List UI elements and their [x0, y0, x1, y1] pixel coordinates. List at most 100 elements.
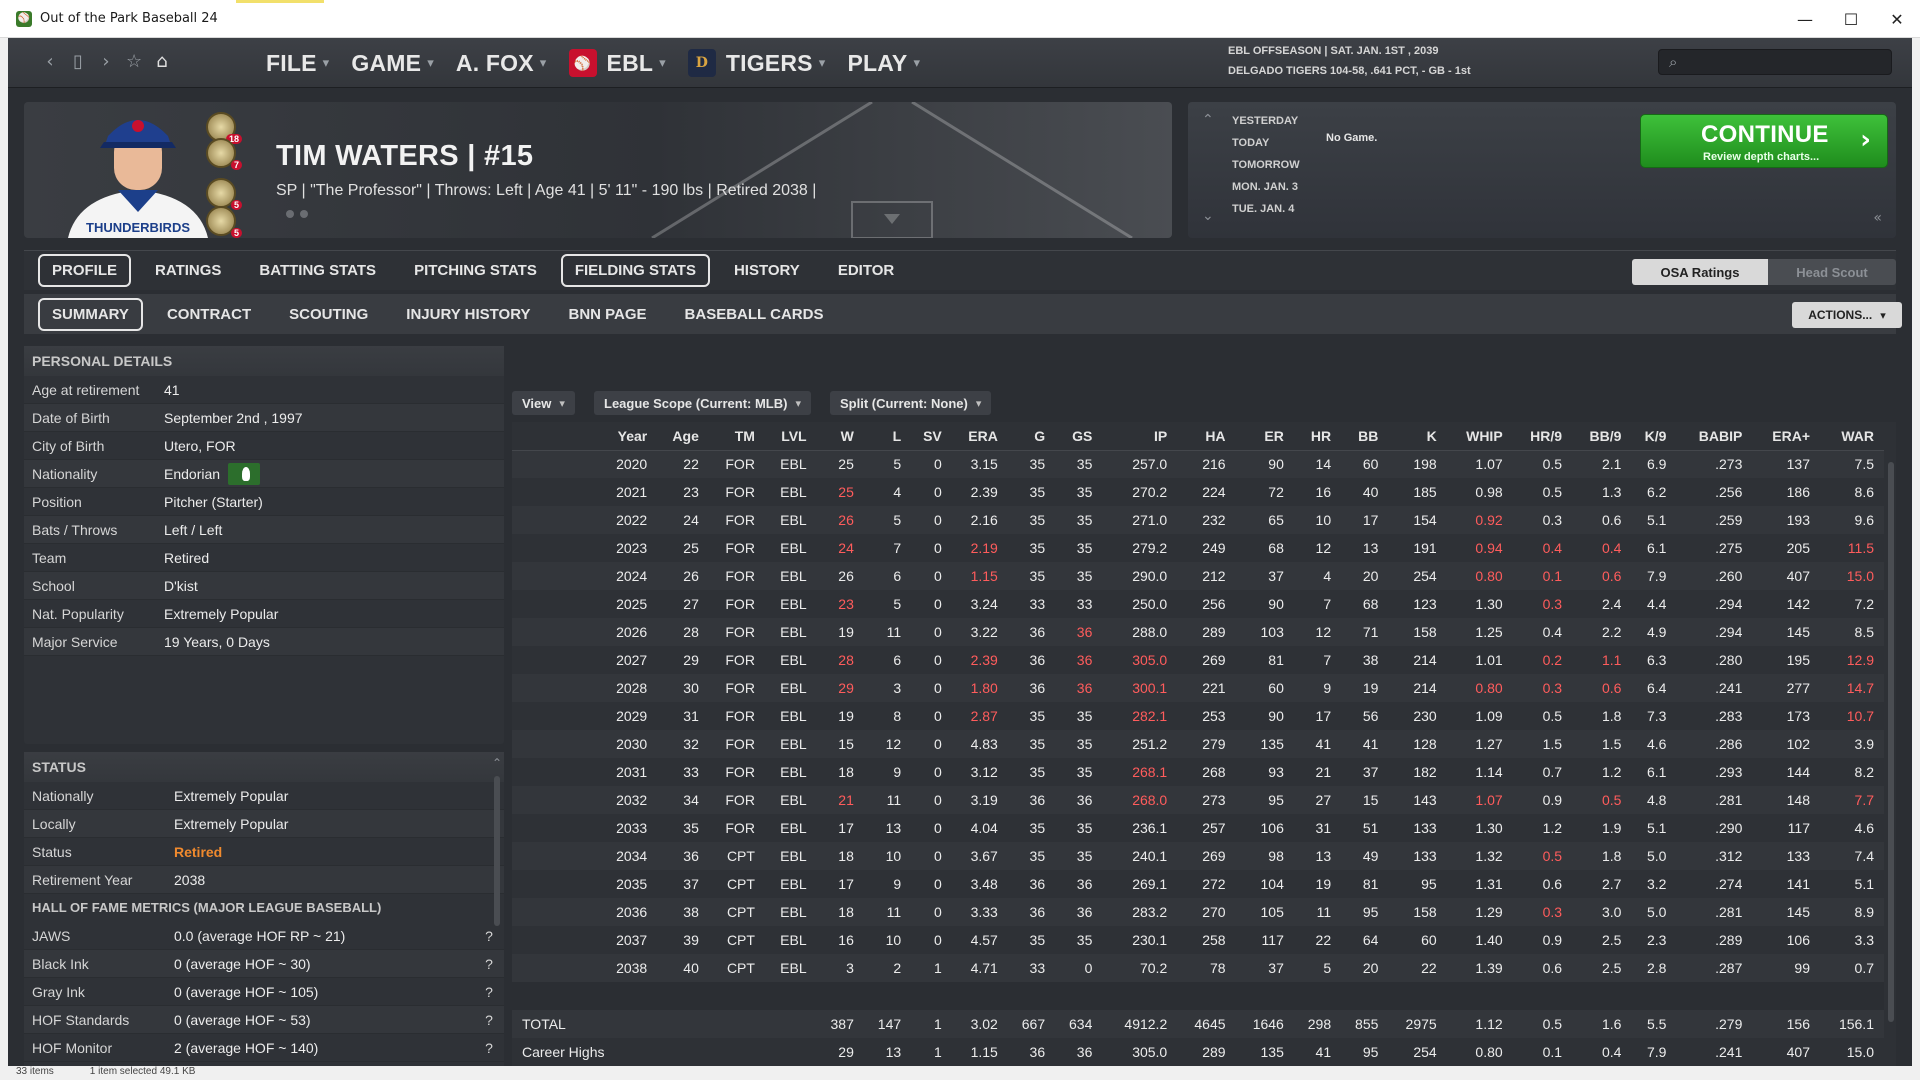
minimize-button[interactable]: — [1797, 9, 1813, 29]
tab-ratings[interactable]: RATINGS [155, 262, 222, 279]
tab-scouting[interactable]: SCOUTING [289, 305, 369, 323]
head-scout-toggle[interactable]: Head Scout [1768, 259, 1896, 285]
tab-history[interactable]: HISTORY [733, 262, 800, 279]
column-header[interactable]: ERA+ [1752, 422, 1820, 451]
menu-play[interactable]: PLAY ▾ [847, 50, 920, 77]
table-row[interactable]: 2023 25 FOR EBL 24 7 0 2.19 35 35 279.2 249 68 12 13 19… [512, 534, 1884, 562]
column-header[interactable]: L [863, 422, 912, 451]
table-row[interactable]: 2033 35 FOR EBL 17 13 0 4.04 35 35 236.1 257 106 31 51… [512, 814, 1884, 842]
chevron-down-icon[interactable]: ⌄ [492, 1062, 502, 1066]
tab-injury-history[interactable]: INJURY HISTORY [406, 305, 531, 323]
table-row[interactable]: 2031 33 FOR EBL 18 9 0 3.12 35 35 268.1 268 93 21 37 18… [512, 758, 1884, 786]
award-medal-icon[interactable]: 7 [206, 138, 242, 170]
carousel-dot[interactable] [286, 210, 294, 218]
schedule-day[interactable]: YESTERDAY [1232, 115, 1299, 127]
schedule-day[interactable]: MON. JAN. 3 [1232, 181, 1299, 193]
osa-ratings-toggle[interactable]: OSA Ratings [1632, 259, 1768, 285]
column-header[interactable]: LVL [764, 422, 817, 451]
table-row[interactable]: 2038 40 CPT EBL 3 2 1 4.71 33 0 70.2 78 37 5 20 22 1.39 0… [512, 954, 1884, 982]
table-row[interactable]: 2024 26 FOR EBL 26 6 0 1.15 35 35 290.0 212 37 4 20 254… [512, 562, 1884, 590]
column-header[interactable]: G [1007, 422, 1056, 451]
table-row[interactable]: 2032 34 FOR EBL 21 11 0 3.19 36 36 268.0 273 95 27 15 1… [512, 786, 1884, 814]
collapse-icon[interactable]: « [1873, 210, 1882, 226]
column-header[interactable]: GS [1055, 422, 1103, 451]
column-header[interactable]: WAR [1820, 422, 1884, 451]
column-header[interactable]: SV [911, 422, 952, 451]
column-header[interactable]: BABIP [1676, 422, 1753, 451]
table-row[interactable]: 2027 29 FOR EBL 28 6 0 2.39 36 36 305.0 269 81 7 38 214… [512, 646, 1884, 674]
tab-bnn-page[interactable]: BNN PAGE [568, 305, 647, 323]
table-row[interactable]: 2037 39 CPT EBL 16 10 0 4.57 35 35 230.1 258 117 22 64… [512, 926, 1884, 954]
help-icon[interactable]: ? [485, 1039, 493, 1056]
column-header[interactable]: BB [1341, 422, 1389, 451]
total-row[interactable]: TOTAL 387 147 1 3.02 667 634 4912.2 4645 1646 298 8… [512, 1010, 1884, 1038]
career-highs-row[interactable]: Career Highs 29 13 1 1.15 36 36 305.0 289 135 41 95… [512, 1038, 1884, 1066]
split-filter[interactable]: Split (Current: None) ▾ [830, 391, 992, 415]
chevron-up-icon[interactable]: ⌃ [491, 756, 502, 770]
column-header[interactable]: IP [1102, 422, 1178, 451]
table-row[interactable]: 2025 27 FOR EBL 23 5 0 3.24 33 33 250.0 256 90 7 68 123… [512, 590, 1884, 618]
column-header[interactable]: K [1388, 422, 1447, 451]
star-icon[interactable]: ☆ [126, 51, 143, 72]
column-header[interactable]: WHIP [1446, 422, 1513, 451]
league-scope-filter[interactable]: League Scope (Current: MLB) ▾ [594, 391, 811, 415]
menu-league[interactable]: ⚾ EBL ▾ [568, 49, 666, 77]
table-row[interactable]: 2030 32 FOR EBL 15 12 0 4.83 35 35 251.2 279 135 41 41… [512, 730, 1884, 758]
help-icon[interactable]: ? [485, 1011, 493, 1028]
help-icon[interactable]: ? [485, 955, 493, 972]
help-icon[interactable]: ? [485, 927, 493, 944]
menu-manager[interactable]: A. FOX ▾ [456, 50, 547, 77]
tab-summary[interactable]: SUMMARY [38, 297, 143, 331]
menu-file[interactable]: FILE ▾ [266, 50, 329, 77]
tab-fielding-stats[interactable]: FIELDING STATS [560, 254, 710, 287]
column-header[interactable]: BB/9 [1572, 422, 1632, 451]
tab-pitching-stats[interactable]: PITCHING STATS [414, 262, 537, 279]
table-row[interactable]: 2028 30 FOR EBL 29 3 0 1.80 36 36 300.1 221 60 9 19 214… [512, 674, 1884, 702]
actions-button[interactable]: ACTIONS... ▾ [1792, 302, 1902, 328]
table-row[interactable]: 2022 24 FOR EBL 26 5 0 2.16 35 35 271.0 232 65 10 17 15… [512, 506, 1884, 534]
column-header[interactable]: ERA [951, 422, 1008, 451]
chevron-down-icon[interactable]: ⌄ [1202, 208, 1214, 224]
column-header[interactable]: W [816, 422, 864, 451]
table-row[interactable]: 2035 37 CPT EBL 17 9 0 3.48 36 36 269.1 272 104 19 81 9… [512, 870, 1884, 898]
table-row[interactable]: 2036 38 CPT EBL 18 11 0 3.33 36 36 283.2 270 105 11 95… [512, 898, 1884, 926]
table-scrollbar[interactable] [1888, 462, 1894, 1022]
table-row[interactable]: 2026 28 FOR EBL 19 11 0 3.22 36 36 288.0 289 103 12 71… [512, 618, 1884, 646]
schedule-day[interactable]: TODAY [1232, 137, 1270, 149]
maximize-button[interactable]: ☐ [1843, 9, 1859, 29]
view-filter[interactable]: View ▾ [512, 391, 575, 415]
chevron-up-icon[interactable]: ⌃ [1202, 112, 1214, 128]
carousel-dot[interactable] [300, 210, 308, 218]
menu-game[interactable]: GAME ▾ [351, 50, 434, 77]
tab-profile[interactable]: PROFILE [38, 254, 132, 287]
back-arrow-icon[interactable]: ‹ [46, 51, 54, 72]
forward-arrow-icon[interactable]: › [102, 51, 110, 72]
search-box[interactable]: ⌕ [1658, 49, 1892, 75]
column-header[interactable]: ER [1235, 422, 1294, 451]
column-header[interactable]: Year [512, 422, 658, 451]
column-header[interactable]: K/9 [1631, 422, 1677, 451]
tab-baseball-cards[interactable]: BASEBALL CARDS [684, 305, 824, 323]
table-row[interactable]: 2034 36 CPT EBL 18 10 0 3.67 35 35 240.1 269 98 13 49 1… [512, 842, 1884, 870]
close-button[interactable]: ✕ [1890, 9, 1904, 29]
column-header[interactable]: TM [708, 422, 765, 451]
table-row[interactable]: 2020 22 FOR EBL 25 5 0 3.15 35 35 257.0 216 90 14 60 19… [512, 450, 1884, 478]
award-medal-icon[interactable]: 5 [206, 206, 242, 238]
column-header[interactable]: HA [1177, 422, 1236, 451]
tab-batting-stats[interactable]: BATTING STATS [259, 262, 377, 279]
continue-button[interactable]: CONTINUE Review depth charts... › [1640, 114, 1888, 168]
menu-team[interactable]: D TIGERS ▾ [687, 49, 826, 77]
award-medal-icon[interactable]: 5 [206, 178, 242, 210]
tab-editor[interactable]: EDITOR [837, 262, 895, 279]
column-header[interactable]: HR [1293, 422, 1342, 451]
tab-contract[interactable]: CONTRACT [166, 305, 252, 323]
column-header[interactable]: HR/9 [1512, 422, 1573, 451]
carousel-dots[interactable] [286, 210, 308, 218]
schedule-day[interactable]: TOMORROW [1232, 159, 1300, 171]
table-row[interactable]: 2029 31 FOR EBL 19 8 0 2.87 35 35 282.1 253 90 17 56 23… [512, 702, 1884, 730]
help-icon[interactable]: ? [485, 983, 493, 1000]
status-scrollbar[interactable] [494, 776, 500, 926]
schedule-day[interactable]: TUE. JAN. 4 [1232, 203, 1295, 215]
search-input[interactable] [1685, 55, 1876, 69]
table-row[interactable]: 2021 23 FOR EBL 25 4 0 2.39 35 35 270.2 224 72 16 40 18… [512, 478, 1884, 506]
